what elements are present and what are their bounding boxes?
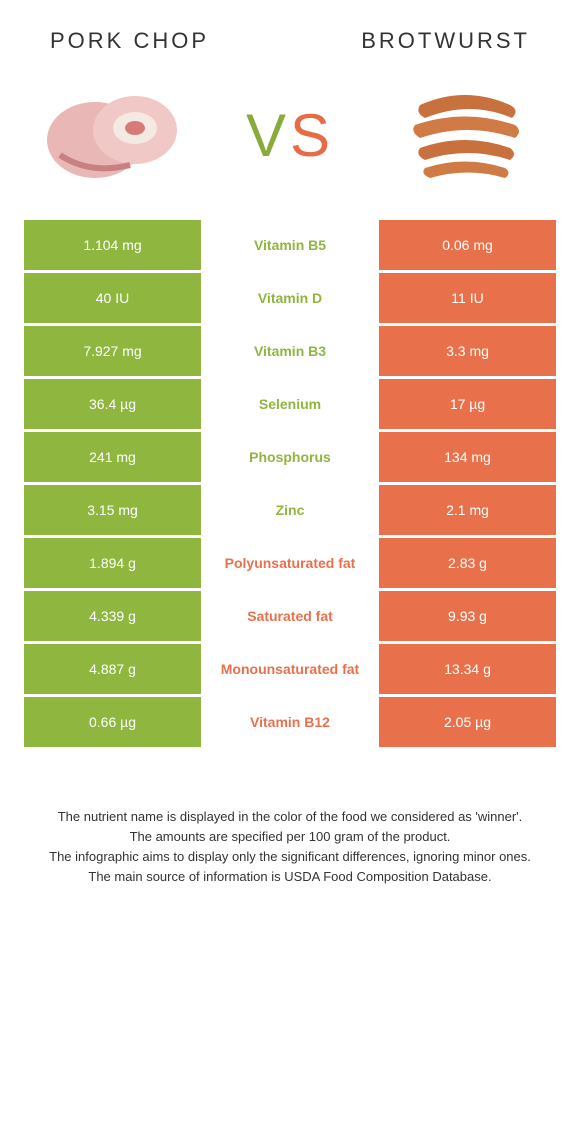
left-value: 7.927 mg — [24, 326, 201, 376]
table-row: 40 IUVitamin D11 IU — [24, 273, 556, 323]
right-value: 134 mg — [379, 432, 556, 482]
table-row: 7.927 mgVitamin B33.3 mg — [24, 326, 556, 376]
vs-v: V — [246, 102, 290, 169]
left-value: 3.15 mg — [24, 485, 201, 535]
right-value: 2.05 µg — [379, 697, 556, 747]
footer-line: The amounts are specified per 100 gram o… — [30, 827, 550, 847]
left-value: 0.66 µg — [24, 697, 201, 747]
left-value: 241 mg — [24, 432, 201, 482]
table-row: 4.339 gSaturated fat9.93 g — [24, 591, 556, 641]
table-row: 0.66 µgVitamin B122.05 µg — [24, 697, 556, 747]
vs-label: VS — [246, 101, 334, 170]
footer-line: The infographic aims to display only the… — [30, 847, 550, 867]
left-value: 40 IU — [24, 273, 201, 323]
nutrient-name: Monounsaturated fat — [201, 644, 379, 694]
right-value: 9.93 g — [379, 591, 556, 641]
footer-line: The nutrient name is displayed in the co… — [30, 807, 550, 827]
right-food-title: Brotwurst — [361, 28, 530, 54]
nutrient-name: Vitamin B5 — [201, 220, 379, 270]
brotwurst-icon — [390, 80, 540, 190]
right-value: 11 IU — [379, 273, 556, 323]
right-value: 3.3 mg — [379, 326, 556, 376]
nutrient-name: Phosphorus — [201, 432, 379, 482]
footer-line: The main source of information is USDA F… — [30, 867, 550, 887]
table-row: 1.894 gPolyunsaturated fat2.83 g — [24, 538, 556, 588]
table-row: 3.15 mgZinc2.1 mg — [24, 485, 556, 535]
nutrient-name: Vitamin D — [201, 273, 379, 323]
left-value: 1.894 g — [24, 538, 201, 588]
left-value: 1.104 mg — [24, 220, 201, 270]
nutrient-table: 1.104 mgVitamin B50.06 mg40 IUVitamin D1… — [24, 220, 556, 747]
vs-s: S — [290, 102, 334, 169]
right-value: 13.34 g — [379, 644, 556, 694]
nutrient-name: Vitamin B3 — [201, 326, 379, 376]
footer-notes: The nutrient name is displayed in the co… — [30, 807, 550, 888]
table-row: 4.887 gMonounsaturated fat13.34 g — [24, 644, 556, 694]
nutrient-name: Vitamin B12 — [201, 697, 379, 747]
pork-chop-icon — [40, 80, 190, 190]
nutrient-name: Polyunsaturated fat — [201, 538, 379, 588]
nutrient-name: Zinc — [201, 485, 379, 535]
right-value: 2.1 mg — [379, 485, 556, 535]
left-food-title: Pork chop — [50, 28, 209, 54]
right-value: 17 µg — [379, 379, 556, 429]
left-value: 4.339 g — [24, 591, 201, 641]
left-value: 36.4 µg — [24, 379, 201, 429]
nutrient-name: Saturated fat — [201, 591, 379, 641]
vs-row: VS — [0, 70, 580, 220]
table-row: 241 mgPhosphorus134 mg — [24, 432, 556, 482]
table-row: 1.104 mgVitamin B50.06 mg — [24, 220, 556, 270]
table-row: 36.4 µgSelenium17 µg — [24, 379, 556, 429]
right-value: 0.06 mg — [379, 220, 556, 270]
header: Pork chop Brotwurst — [0, 0, 580, 70]
nutrient-name: Selenium — [201, 379, 379, 429]
left-value: 4.887 g — [24, 644, 201, 694]
right-value: 2.83 g — [379, 538, 556, 588]
